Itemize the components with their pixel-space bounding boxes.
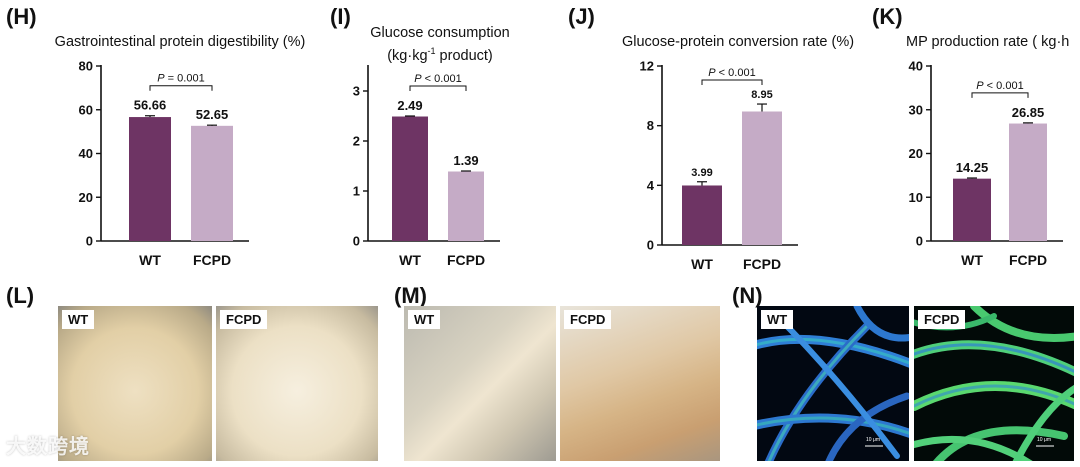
hyphae-wt-image bbox=[757, 306, 909, 461]
category-label: WT bbox=[961, 252, 983, 268]
bar-fcpd bbox=[1009, 123, 1047, 241]
category-label: WT bbox=[399, 252, 421, 268]
bar-wt bbox=[129, 117, 171, 241]
y-tick-label: 4 bbox=[647, 178, 655, 193]
bar-wt bbox=[953, 178, 991, 241]
y-tick-label: 40 bbox=[909, 59, 923, 74]
chart-h-title: Gastrointestinal protein digestibility (… bbox=[54, 34, 306, 50]
value-label: 3.99 bbox=[691, 167, 712, 179]
photo-n-fcpd: FCPD 10 μm bbox=[914, 306, 1074, 461]
bar-wt bbox=[392, 116, 428, 241]
y-tick-label: 0 bbox=[86, 234, 93, 249]
photo-l-wt: WT bbox=[58, 306, 212, 461]
chart-k-title: MP production rate ( kg·h bbox=[906, 34, 1070, 50]
category-label: FCPD bbox=[743, 256, 781, 272]
panel-label-h: (H) bbox=[6, 4, 37, 29]
y-tick-label: 40 bbox=[79, 146, 93, 161]
chart-i-title: Glucose consumption (kg·kg-1 product) bbox=[355, 24, 525, 65]
p-symbol: P bbox=[708, 67, 716, 79]
significance-bracket bbox=[149, 85, 213, 91]
scale-bar-fcpd-label: 10 μm bbox=[1037, 437, 1051, 443]
category-label: FCPD bbox=[447, 252, 485, 268]
significance-bracket bbox=[409, 85, 467, 91]
y-tick-label: 30 bbox=[909, 102, 923, 117]
p-value-label: P = 0.001 bbox=[157, 73, 204, 85]
category-label: WT bbox=[691, 256, 713, 272]
y-tick-label: 10 bbox=[909, 190, 923, 205]
photo-m-fcpd-label: FCPD bbox=[564, 310, 612, 329]
panel-label-n: (N) bbox=[732, 283, 763, 308]
panel-label-m: (M) bbox=[394, 283, 427, 308]
significance-bracket bbox=[971, 92, 1029, 98]
panel-label-i: (I) bbox=[330, 4, 351, 29]
significance-bracket bbox=[701, 79, 763, 85]
photo-l-fcpd: FCPD bbox=[216, 306, 378, 461]
p-symbol: P bbox=[157, 73, 165, 85]
value-label: 26.85 bbox=[1012, 105, 1045, 120]
photo-m-wt: WT bbox=[404, 306, 556, 461]
panel-label-l: (L) bbox=[6, 283, 35, 308]
chart-h: 0 20 40 60 80 56.66 WT 52.65 FCPD P = 0.001 bbox=[79, 59, 249, 268]
y-tick-label: 3 bbox=[353, 84, 360, 99]
y-tick-label: 2 bbox=[353, 134, 360, 149]
category-label: WT bbox=[139, 252, 161, 268]
bar-fcpd bbox=[742, 111, 782, 245]
y-tick-label: 0 bbox=[353, 234, 360, 249]
chart-i-title-line2a: (kg·kg bbox=[387, 47, 428, 64]
chart-i-title-line1: Glucose consumption bbox=[370, 25, 510, 41]
photo-l-wt-label: WT bbox=[62, 310, 95, 329]
value-label: 52.65 bbox=[196, 107, 229, 122]
chart-j: 0 4 8 12 3.99 WT 8.95 FCPD P < 0.001 bbox=[640, 59, 798, 272]
photo-n-wt: WT 10 μm bbox=[757, 306, 909, 461]
photo-n-fcpd-label: FCPD bbox=[918, 310, 966, 329]
p-value-label: P < 0.001 bbox=[976, 80, 1023, 92]
y-tick-label: 12 bbox=[640, 59, 654, 74]
watermark-text: 大数跨境 bbox=[6, 434, 90, 458]
chart-i: 0 1 2 3 2.49 WT 1.39 FCPD P < 0.001 bbox=[353, 65, 500, 268]
y-tick-label: 20 bbox=[909, 146, 923, 161]
value-label: 56.66 bbox=[134, 98, 167, 113]
p-symbol: P bbox=[976, 80, 984, 92]
value-label: 8.95 bbox=[751, 89, 772, 101]
p-value: = 0.001 bbox=[165, 73, 205, 85]
bar-fcpd bbox=[448, 171, 484, 241]
value-label: 2.49 bbox=[397, 98, 422, 113]
bar-wt bbox=[682, 185, 722, 245]
category-label: FCPD bbox=[1009, 252, 1047, 268]
category-label: FCPD bbox=[193, 252, 231, 268]
photo-l-fcpd-label: FCPD bbox=[220, 310, 268, 329]
scale-bar-wt-label: 10 μm bbox=[866, 437, 880, 443]
panel-label-k: (K) bbox=[872, 4, 903, 29]
y-tick-label: 0 bbox=[647, 238, 654, 253]
p-value: < 0.001 bbox=[716, 67, 756, 79]
y-tick-label: 20 bbox=[79, 190, 93, 205]
panel-label-j: (J) bbox=[568, 4, 595, 29]
p-value: < 0.001 bbox=[984, 80, 1024, 92]
p-value: < 0.001 bbox=[422, 73, 462, 85]
p-symbol: P bbox=[414, 73, 422, 85]
p-value-label: P < 0.001 bbox=[414, 73, 461, 85]
y-tick-label: 0 bbox=[916, 234, 923, 249]
y-tick-label: 60 bbox=[79, 102, 93, 117]
chart-j-title: Glucose-protein conversion rate (%) bbox=[621, 34, 855, 50]
photo-m-fcpd: FCPD bbox=[560, 306, 720, 461]
bar-fcpd bbox=[191, 125, 233, 241]
y-tick-label: 80 bbox=[79, 59, 93, 74]
p-value-label: P < 0.001 bbox=[708, 67, 755, 79]
chart-k: 0 10 20 30 40 14.25 WT 26.85 FCPD P < 0.001 bbox=[909, 59, 1063, 268]
photo-m-wt-label: WT bbox=[408, 310, 441, 329]
y-tick-label: 1 bbox=[353, 184, 360, 199]
value-label: 14.25 bbox=[956, 160, 989, 175]
photo-n-wt-label: WT bbox=[761, 310, 794, 329]
value-label: 1.39 bbox=[453, 153, 478, 168]
chart-i-title-sup: -1 bbox=[427, 46, 436, 56]
y-tick-label: 8 bbox=[647, 118, 654, 133]
hyphae-fcpd-image bbox=[914, 306, 1074, 461]
chart-i-title-line2b: product) bbox=[435, 47, 493, 64]
